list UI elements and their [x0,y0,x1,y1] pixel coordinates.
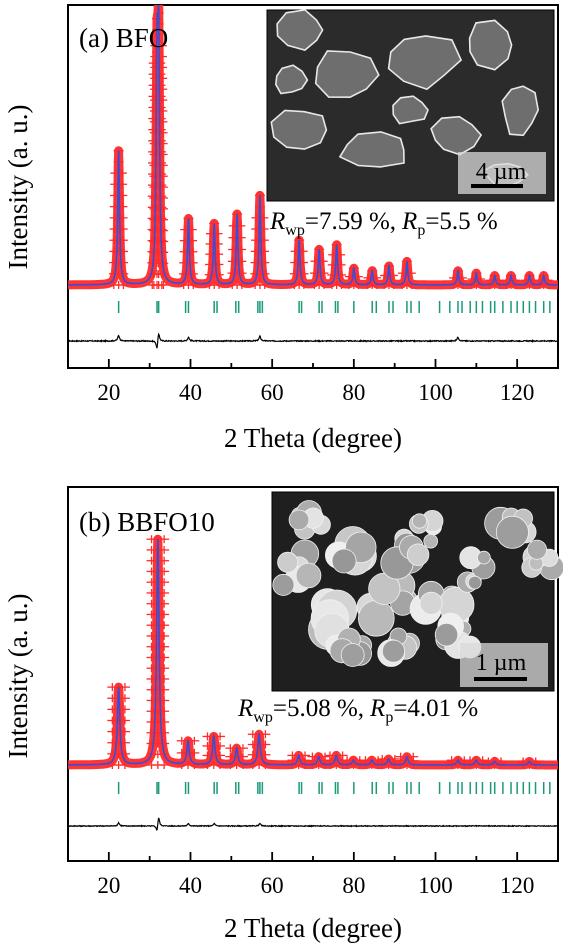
sem-b-grain-7-5 [340,643,365,667]
panel-a-scale-bar: 4 µm [458,152,546,194]
sem-a-particle-9 [274,64,309,95]
sem-b-grain-3-2 [357,599,395,637]
panel-b-calculated-series [68,539,558,766]
panel-b-x-axis-label: 2 Theta (degree) [224,913,402,943]
panel-a-observed-peak-0 [108,146,129,289]
panel-a-calculated-series [68,5,558,286]
panel-b-scale-bar: 1 µm [460,643,548,687]
panel-a-observed-peak-7 [289,236,309,289]
sem-a-particle-7 [430,115,483,156]
panel-b-x-tick-label-3: 80 [342,873,365,898]
panel-b-x-tick-label-5: 120 [500,873,535,898]
panel-b-scale-bar-label: 1 µm [476,650,527,676]
panel-a-fit-stats: Rwp=7.59 %, Rp=5.5 % [269,208,498,239]
panel-a-x-tick-label-0: 20 [97,380,120,405]
panel-b-x-tick-label-2: 60 [261,873,284,898]
panel-b-bragg-positions [117,782,551,794]
sem-a-particle-8 [392,95,429,125]
sem-b-grain-10-5 [288,509,310,531]
sem-b-grain-5-5 [419,591,443,615]
panel-b-y-axis-label: Intensity (a. u.) [3,594,33,759]
sem-a-particle-1 [314,50,380,99]
panel-a-sem-inset: 4 µm [266,8,555,202]
sem-a-particle-4 [501,85,540,137]
panel-a-bragg-positions [117,301,551,313]
sem-b-grain-6-5 [381,639,405,663]
sem-b-grain-12-5 [527,539,548,560]
sem-a-particle-5 [270,109,328,150]
panel-a-y-axis-label: Intensity (a. u.) [3,105,33,270]
sem-b-grain-0-3 [295,562,322,589]
sem-b-grain-13-5 [467,575,482,590]
panel-b-observed-peak-12 [395,752,419,769]
panel-b-inset-texture [272,500,563,667]
panel-b-x-tick-label-0: 20 [97,873,120,898]
panel-b-observed-peak-3 [202,732,226,769]
panel-a-difference-series [68,332,558,349]
panel-a-x-tick-label-4: 100 [418,380,453,405]
sem-b-grain-4-5 [406,543,430,566]
sem-a-particle-3 [468,19,513,71]
sem-b-grain-8-5 [434,623,459,647]
panel-b-x-tick-label-1: 40 [179,873,202,898]
sem-a-particle-2 [387,35,463,91]
panel-b: 20 40 60 80 100 120 (b) BBFO10 1 µm Rwp=5.08 … [3,486,563,943]
sem-b-grain-0-4 [272,573,295,596]
panel-a-x-tick-label-1: 40 [179,380,202,405]
panel-b-observed-peak-2 [176,736,200,769]
panel-a: 20 40 60 80 100 120 (a) BFO 4 µm Rwp=7.59 %, R… [3,4,559,453]
sem-b-grain-9-5 [411,513,428,529]
panel-b-fit-stats: Rwp=5.08 %, Rp=4.01 % [237,695,478,726]
panel-b-difference-series [68,817,558,831]
panel-b-observed-peak-0 [107,683,130,769]
panel-a-x-axis: 20 40 60 80 100 120 [67,359,559,405]
panel-a-label: (a) BFO [79,23,168,53]
sem-a-particle-0 [276,8,324,51]
panel-a-x-tick-label-5: 120 [500,380,535,405]
sem-b-grain-13-4 [477,550,491,565]
panel-a-x-tick-label-2: 60 [261,380,284,405]
sem-b-grain-11-5 [495,515,529,549]
sem-b-grain-0-5 [277,551,299,573]
panel-b-x-tick-label-4: 100 [418,873,453,898]
panel-a-scale-bar-label: 4 µm [476,159,527,185]
panel-a-plot-area [68,5,558,349]
sem-b-grain-2-5 [331,548,357,574]
panel-a-x-tick-label-3: 80 [342,380,365,405]
sem-b-grain-9-4 [423,533,439,549]
panel-a-x-axis-label: 2 Theta (degree) [224,423,402,453]
panel-b-sem-inset: 1 µm [271,491,563,692]
panel-a-observed-peak-14 [448,266,468,289]
sem-a-particle-6 [338,131,405,168]
panel-b-plot-area [68,534,558,831]
panel-b-label: (b) BBFO10 [79,507,215,537]
panel-b-x-axis: 20 40 60 80 100 120 [67,852,559,898]
